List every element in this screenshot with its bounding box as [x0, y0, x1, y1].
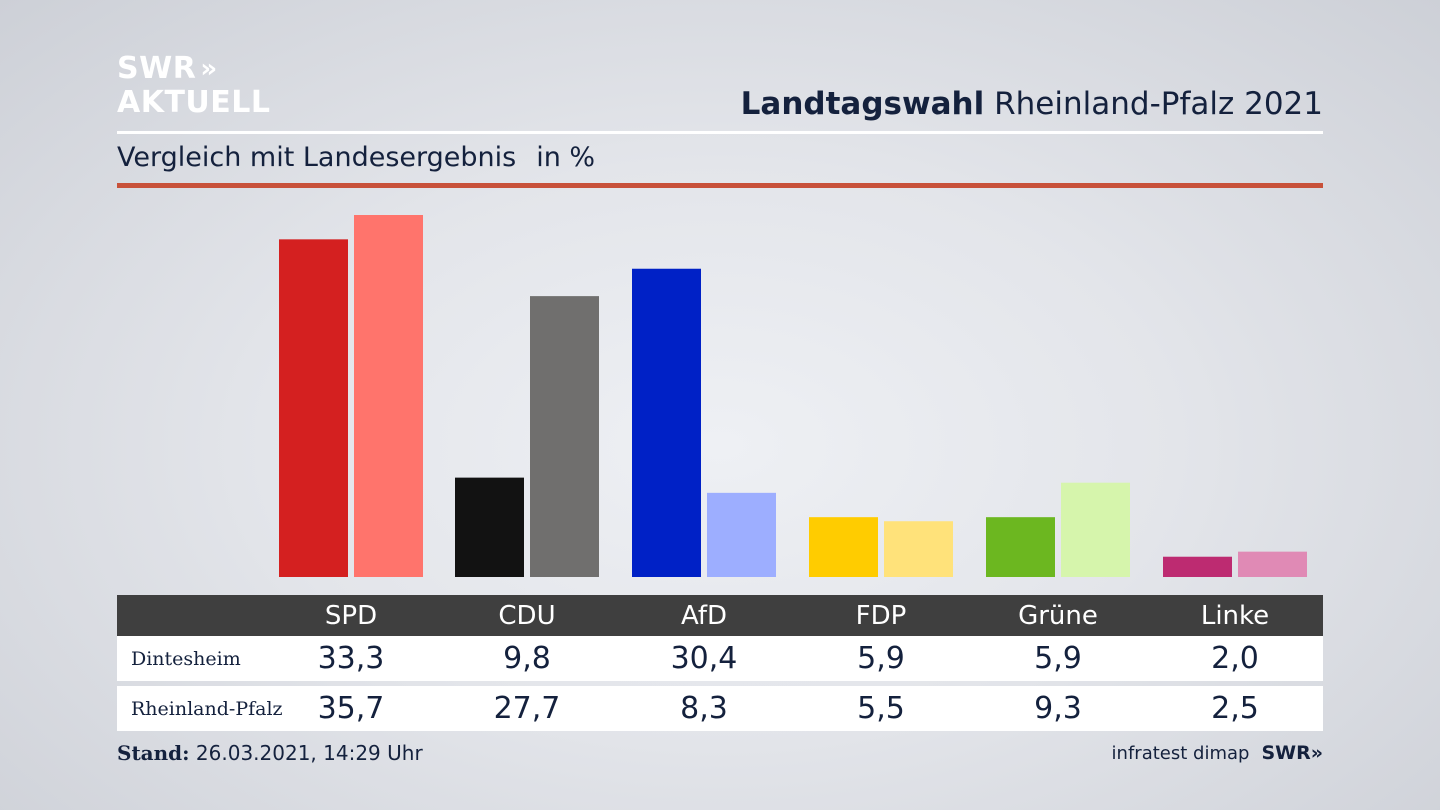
table-cell: 9,3 [1034, 691, 1082, 726]
bar-cdu-rheinland-pfalz [530, 296, 599, 577]
row-label-rheinland-pfalz: Rheinland-Pfalz [131, 697, 283, 720]
swr-aktuell-logo: SWR» AKTUELL [117, 54, 271, 118]
results-table: SPD CDU AfD FDP Grüne Linke Dintesheim 33,3 9,… [117, 595, 1323, 731]
bar-fdp-rheinland-pfalz [884, 521, 953, 577]
table-cell: 30,4 [670, 641, 738, 676]
bar-fdp-dintesheim [809, 517, 878, 577]
page-title: Landtagswahl Rheinland-Pfalz 2021 [741, 86, 1323, 122]
footer-swr-logo: SWR» [1261, 742, 1323, 764]
chart-subtitle: Vergleich mit Landesergebnis in % [117, 142, 595, 173]
bar-linke-rheinland-pfalz [1238, 551, 1307, 577]
footer-swr-text: SWR [1261, 742, 1311, 764]
title-rest: Rheinland-Pfalz 2021 [994, 86, 1323, 122]
logo-arrows-icon: » [200, 54, 218, 84]
footer-arrows-icon: » [1310, 742, 1323, 764]
stand-value: 26.03.2021, 14:29 Uhr [195, 741, 423, 765]
title-bold: Landtagswahl [740, 86, 985, 122]
column-header-spd: SPD [324, 600, 378, 631]
table-row: Dintesheim 33,3 9,8 30,4 5,9 5,9 2,0 [117, 636, 1323, 681]
stand-label: Stand: [117, 741, 190, 765]
source-credit: infratest dimap SWR» [1112, 742, 1323, 764]
logo-aktuell-text: AKTUELL [117, 85, 271, 120]
table-cell: 9,8 [503, 641, 551, 676]
bar-spd-dintesheim [279, 239, 348, 578]
table-cell: 5,5 [857, 691, 905, 726]
subtitle-unit: in % [536, 142, 596, 173]
accent-divider [117, 183, 1323, 188]
table-cell: 2,5 [1211, 691, 1259, 726]
table-row: Rheinland-Pfalz 35,7 27,7 8,3 5,5 9,3 2,5 [117, 686, 1323, 731]
logo-swr-text: SWR [117, 51, 197, 86]
row-label-dintesheim: Dintesheim [131, 647, 241, 670]
source-text: infratest dimap [1111, 742, 1250, 764]
bar-afd-dintesheim [632, 268, 701, 577]
header-divider [117, 131, 1323, 134]
table-cell: 5,9 [857, 641, 905, 676]
column-header-fdp: FDP [855, 600, 907, 631]
bar-linke-dintesheim [1163, 556, 1232, 577]
table-cell: 2,0 [1211, 641, 1259, 676]
table-cell: 35,7 [317, 691, 385, 726]
bar-afd-rheinland-pfalz [707, 492, 776, 577]
column-header-gr-ne: Grüne [1018, 600, 1098, 631]
bar-gr-ne-rheinland-pfalz [1061, 482, 1130, 577]
bar-spd-rheinland-pfalz [354, 215, 423, 577]
table-cell: 27,7 [493, 691, 561, 726]
bar-cdu-dintesheim [455, 477, 524, 577]
bar-gr-ne-dintesheim [986, 517, 1055, 577]
table-cell: 33,3 [317, 641, 385, 676]
column-header-linke: Linke [1200, 600, 1270, 631]
column-header-afd: AfD [680, 600, 728, 631]
table-header-row: SPD CDU AfD FDP Grüne Linke [117, 595, 1323, 636]
subtitle-text: Vergleich mit Landesergebnis [117, 142, 517, 173]
column-header-cdu: CDU [498, 600, 556, 631]
table-cell: 8,3 [680, 691, 728, 726]
table-cell: 5,9 [1034, 641, 1082, 676]
timestamp: Stand: 26.03.2021, 14:29 Uhr [117, 741, 423, 765]
